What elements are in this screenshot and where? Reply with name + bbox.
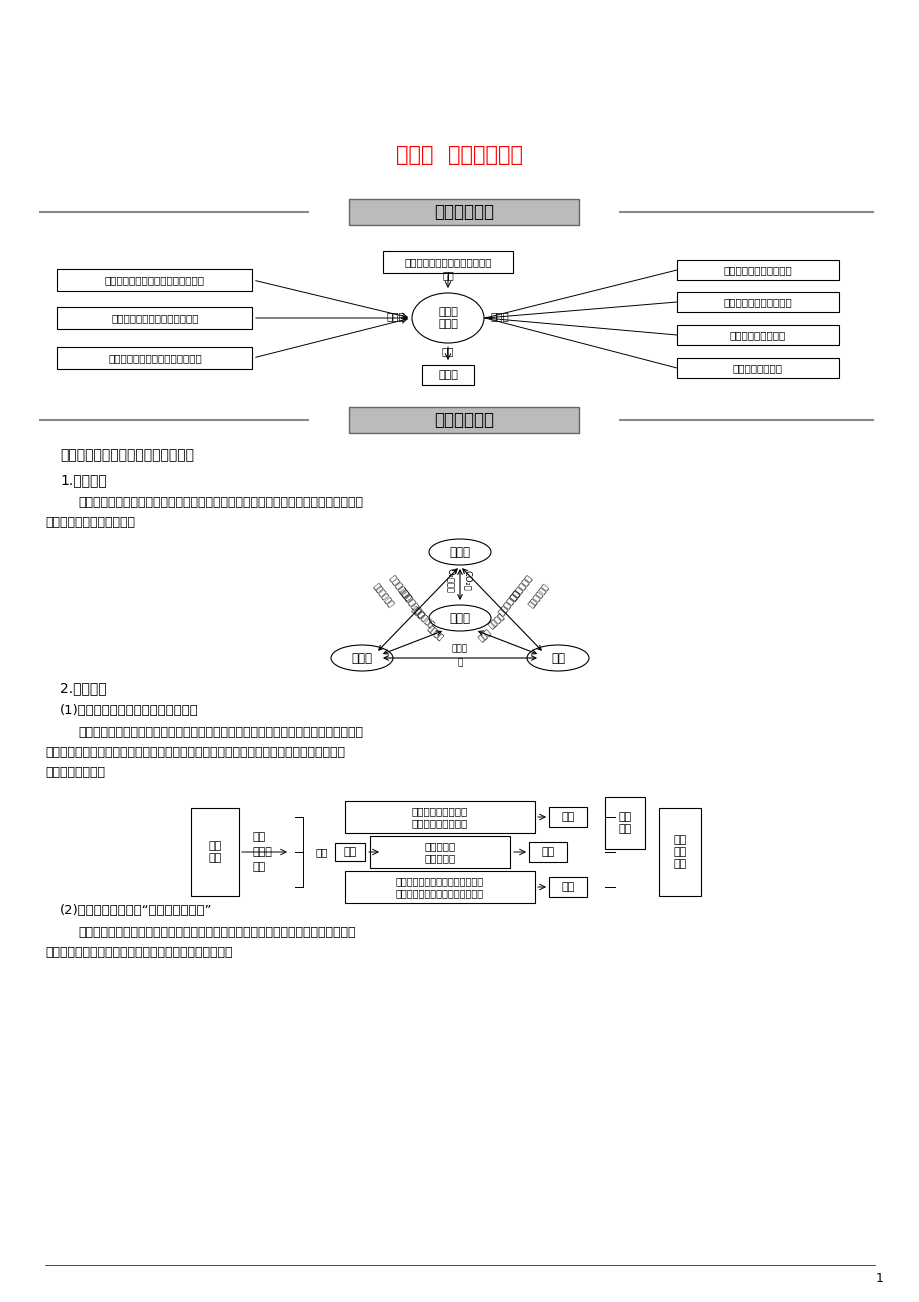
- Text: 水文: 水文: [561, 812, 574, 822]
- Text: 1.形成基础: 1.形成基础: [60, 473, 107, 487]
- FancyBboxPatch shape: [676, 326, 838, 345]
- Text: 互联系的纽带。如图所示：: 互联系的纽带。如图所示：: [45, 516, 135, 529]
- Text: 自然带: 自然带: [437, 370, 458, 380]
- Text: 非地带性地域分异: 非地带性地域分异: [732, 363, 782, 372]
- Text: 大陆性: 大陆性: [253, 848, 273, 857]
- Text: 气候: 气候: [253, 862, 266, 872]
- Text: 整体
自然
环境: 整体 自然 环境: [673, 836, 686, 868]
- Text: 由赤道到两极的地域分异: 由赤道到两极的地域分异: [723, 266, 791, 275]
- Text: 有机物、气体: 有机物、气体: [496, 589, 522, 617]
- Text: 水分、热量等: 水分、热量等: [387, 573, 413, 603]
- Ellipse shape: [428, 539, 491, 565]
- FancyBboxPatch shape: [605, 797, 644, 849]
- Text: 地貌: 地貌: [561, 881, 574, 892]
- Text: (2)地理要素的变化会“牺一发而动全身”: (2)地理要素的变化会“牺一发而动全身”: [60, 904, 212, 917]
- FancyBboxPatch shape: [676, 292, 838, 312]
- FancyBboxPatch shape: [658, 809, 700, 896]
- Text: 地理环境各要素的发展变化是统一的，每一个地理要素的演化都是自然地理环境演化的: 地理环境各要素的发展变化是统一的，每一个地理要素的演化都是自然地理环境演化的: [78, 725, 363, 738]
- Text: 考点一　地理环境的整体性思路分析: 考点一 地理环境的整体性思路分析: [60, 448, 194, 462]
- FancyBboxPatch shape: [348, 199, 578, 225]
- Text: 矿物质等: 矿物质等: [425, 624, 445, 643]
- Text: 西北
地区: 西北 地区: [618, 812, 631, 833]
- Text: 自然地理环境具有统一的演化过程: 自然地理环境具有统一的演化过程: [108, 353, 201, 363]
- Text: 发育差，有
机质含量少: 发育差，有 机质含量少: [424, 841, 455, 863]
- Ellipse shape: [412, 293, 483, 342]
- Text: 自然地
理环境: 自然地 理环境: [437, 307, 458, 329]
- Ellipse shape: [527, 644, 588, 671]
- Text: 风化物、水分: 风化物、水分: [370, 582, 394, 609]
- Text: 山地的垂直地域分异: 山地的垂直地域分异: [729, 329, 785, 340]
- Text: 整体性: 整体性: [386, 311, 405, 322]
- Text: 从沿海向内陆的地域分异: 从沿海向内陆的地域分异: [723, 297, 791, 307]
- Text: 水分等: 水分等: [476, 628, 493, 643]
- Text: O₂、降水: O₂、降水: [446, 568, 455, 592]
- FancyBboxPatch shape: [335, 842, 365, 861]
- Text: 划分: 划分: [441, 346, 454, 355]
- Text: 第五章  章末整合提升: 第五章 章末整合提升: [396, 145, 523, 165]
- FancyBboxPatch shape: [345, 871, 535, 904]
- Text: 水: 水: [457, 659, 462, 668]
- Text: 有机物等: 有机物等: [486, 611, 506, 630]
- Text: 生物圈: 生物圈: [449, 612, 470, 625]
- Ellipse shape: [331, 644, 392, 671]
- Text: 1: 1: [875, 1272, 883, 1285]
- FancyBboxPatch shape: [528, 842, 566, 862]
- FancyBboxPatch shape: [348, 408, 578, 434]
- Text: 地理环境的整体性还表现在某一地理要素的变化会导致其他要素以及整个地理环境状: 地理环境的整体性还表现在某一地理要素的变化会导致其他要素以及整个地理环境状: [78, 926, 355, 939]
- Text: 大气圈: 大气圈: [449, 546, 470, 559]
- Text: 气温日较差、年较差大，物理风化
和风力作用显著，形成戈壁、沙漠: 气温日较差、年较差大，物理风化 和风力作用显著，形成戈壁、沙漠: [395, 876, 483, 898]
- Text: 水圈: 水圈: [550, 651, 564, 664]
- FancyBboxPatch shape: [676, 358, 838, 378]
- FancyBboxPatch shape: [57, 348, 252, 368]
- FancyBboxPatch shape: [369, 836, 509, 868]
- FancyBboxPatch shape: [345, 801, 535, 833]
- Text: 风化物、气体: 风化物、气体: [527, 582, 550, 609]
- Text: 地理要素间相互作用产生新功能: 地理要素间相互作用产生新功能: [111, 312, 199, 323]
- FancyBboxPatch shape: [382, 251, 513, 273]
- Text: 组成: 组成: [442, 270, 453, 280]
- Text: 一个方面，如我国西北地区，气候、水文、土壤等自然要素共同构成了西北地区独特的荒漠: 一个方面，如我国西北地区，气候、水文、土壤等自然要素共同构成了西北地区独特的荒漠: [45, 746, 345, 759]
- Text: CO₂等: CO₂等: [463, 570, 472, 590]
- Text: 深居
内陆: 深居 内陆: [208, 841, 221, 863]
- FancyBboxPatch shape: [57, 270, 252, 292]
- FancyBboxPatch shape: [57, 307, 252, 329]
- FancyBboxPatch shape: [191, 809, 239, 896]
- Text: 景观。如图所示：: 景观。如图所示：: [45, 766, 105, 779]
- Text: 差异性: 差异性: [490, 311, 509, 322]
- FancyBboxPatch shape: [422, 365, 473, 385]
- Text: 地球圈层之间的物质迁移和能量交换，是地理环境整体发展演化的基础，也是圈层间相: 地球圈层之间的物质迁移和能量交换，是地理环境整体发展演化的基础，也是圈层间相: [78, 496, 363, 509]
- Text: 地理要素间进行着物质与能量的交换: 地理要素间进行着物质与能量的交换: [105, 275, 205, 285]
- Text: 2.具体表现: 2.具体表现: [60, 681, 107, 695]
- FancyBboxPatch shape: [549, 807, 586, 827]
- Text: 土壤: 土壤: [540, 848, 554, 857]
- FancyBboxPatch shape: [676, 260, 838, 280]
- Text: 有机物、水分: 有机物、水分: [409, 604, 436, 630]
- Ellipse shape: [428, 605, 491, 631]
- Text: 植被: 植被: [343, 848, 357, 857]
- Text: 态的改变。如图为森林植被被破坏后对地理环境的影响。: 态的改变。如图为森林植被被破坏后对地理环境的影响。: [45, 945, 233, 958]
- Text: 大气、水、岩石、生物、土壤等: 大气、水、岩石、生物、土壤等: [403, 256, 492, 267]
- Text: 高频考点突破: 高频考点突破: [434, 411, 494, 428]
- Text: 干旱: 干旱: [253, 832, 266, 842]
- Text: 山石圈: 山石圈: [351, 651, 372, 664]
- Text: 知识网络构建: 知识网络构建: [434, 203, 494, 221]
- Text: 有机物、水分等: 有机物、水分等: [397, 586, 425, 620]
- FancyBboxPatch shape: [549, 878, 586, 897]
- Text: 矿物质: 矿物质: [451, 644, 468, 654]
- Text: 稀少: 稀少: [315, 848, 328, 857]
- Text: 地表水分贫乏，河流
发育差，多为内流河: 地表水分贫乏，河流 发育差，多为内流河: [412, 806, 468, 828]
- Text: 水分、热量等: 水分、热量等: [508, 573, 534, 603]
- Text: (1)自然地理环境具有统一的演化过程: (1)自然地理环境具有统一的演化过程: [60, 703, 199, 716]
